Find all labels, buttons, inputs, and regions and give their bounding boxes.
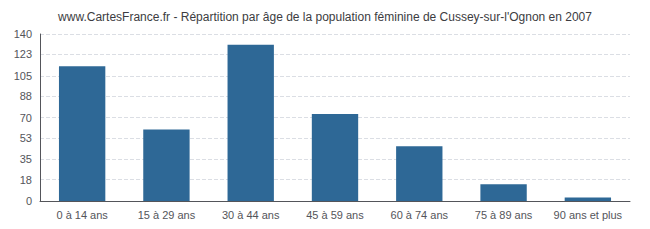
svg-text:35: 35 (20, 153, 32, 165)
svg-text:0: 0 (26, 195, 32, 207)
svg-text:15 à 29 ans: 15 à 29 ans (138, 209, 196, 221)
svg-text:18: 18 (20, 174, 32, 186)
svg-text:90 ans et plus: 90 ans et plus (554, 209, 623, 221)
svg-text:70: 70 (20, 112, 32, 124)
svg-text:140: 140 (14, 28, 32, 40)
svg-text:60 à 74 ans: 60 à 74 ans (391, 209, 449, 221)
svg-text:www.CartesFrance.fr - Répartit: www.CartesFrance.fr - Répartition par âg… (57, 10, 592, 24)
svg-text:123: 123 (14, 48, 32, 60)
svg-text:88: 88 (20, 90, 32, 102)
svg-text:53: 53 (20, 132, 32, 144)
svg-text:30 à 44 ans: 30 à 44 ans (222, 209, 280, 221)
svg-text:105: 105 (14, 70, 32, 82)
svg-text:0 à 14 ans: 0 à 14 ans (56, 209, 108, 221)
svg-text:75 à 89 ans: 75 à 89 ans (475, 209, 533, 221)
svg-text:45 à 59 ans: 45 à 59 ans (306, 209, 364, 221)
